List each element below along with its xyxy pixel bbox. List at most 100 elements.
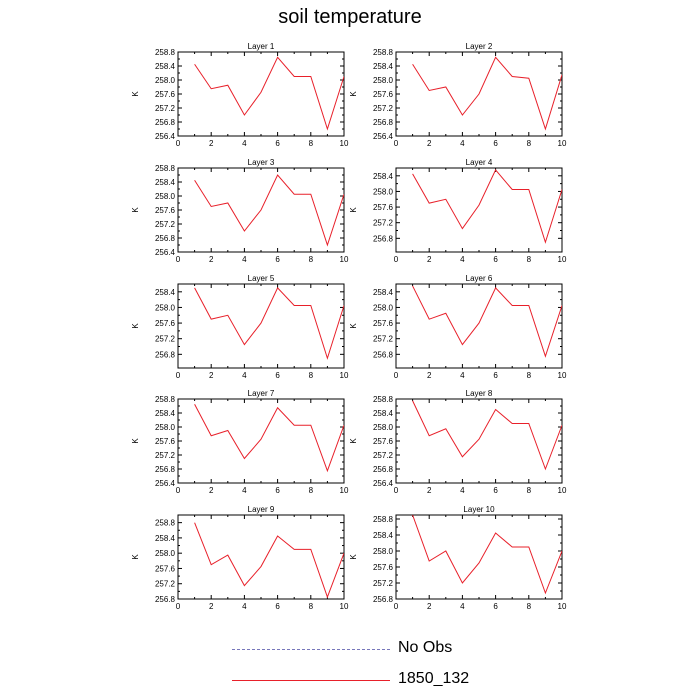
y-tick-label: 256.4	[155, 479, 176, 488]
y-axis-label: K	[131, 207, 140, 213]
panel-frame	[177, 283, 345, 369]
y-tick-label: 258.4	[373, 288, 394, 297]
series-line-1850-132	[412, 515, 562, 595]
y-tick-label: 258.8	[373, 395, 394, 404]
x-tick-label: 8	[309, 602, 314, 611]
y-tick-label: 258.0	[155, 303, 176, 312]
panel-8: Layer 8 0 2 4 6 8 10 256.4 256.8 257.2 257.6 258.0 2…	[349, 389, 567, 495]
x-tick-label: 0	[394, 255, 399, 264]
x-tick-label: 2	[427, 139, 432, 148]
x-tick-label: 10	[558, 602, 567, 611]
y-tick-label: 258.4	[155, 534, 176, 543]
x-tick-label: 6	[275, 602, 280, 611]
y-tick-label: 257.2	[373, 579, 394, 588]
x-tick-label: 10	[340, 602, 349, 611]
panel-title: Layer 9	[248, 505, 275, 514]
panel-3: Layer 3 0 2 4 6 8 10 256.4 256.8 257.2 257.6 258.0 2…	[131, 158, 349, 264]
y-tick-label: 258.0	[373, 187, 394, 196]
x-tick-label: 0	[394, 602, 399, 611]
x-tick-label: 0	[176, 371, 181, 380]
x-tick-label: 6	[493, 371, 498, 380]
x-tick-label: 4	[242, 371, 247, 380]
y-tick-label: 258.8	[373, 48, 394, 57]
y-tick-label: 257.6	[155, 564, 176, 573]
panel-title: Layer 7	[248, 389, 275, 398]
series-line-1850-132	[194, 522, 344, 599]
x-tick-label: 10	[340, 139, 349, 148]
x-tick-label: 4	[242, 602, 247, 611]
y-axis-label: K	[349, 438, 358, 444]
panel-frame	[395, 167, 563, 253]
x-tick-label: 4	[242, 139, 247, 148]
panel-7: Layer 7 0 2 4 6 8 10 256.4 256.8 257.2 257.6 258.0 2…	[131, 389, 349, 495]
y-tick-label: 258.0	[155, 423, 176, 432]
y-tick-label: 258.0	[155, 192, 176, 201]
y-tick-label: 256.8	[373, 465, 394, 474]
x-tick-label: 4	[460, 486, 465, 495]
x-tick-label: 4	[460, 371, 465, 380]
x-tick-label: 2	[427, 371, 432, 380]
x-tick-label: 8	[309, 371, 314, 380]
panel-frame	[395, 398, 563, 484]
x-tick-label: 2	[427, 602, 432, 611]
x-tick-label: 8	[527, 602, 532, 611]
y-tick-label: 258.0	[155, 76, 176, 85]
x-tick-label: 0	[394, 486, 399, 495]
x-tick-label: 8	[527, 371, 532, 380]
x-tick-label: 10	[558, 255, 567, 264]
panel-title: Layer 6	[466, 274, 493, 283]
x-tick-label: 0	[176, 486, 181, 495]
y-tick-label: 258.8	[155, 519, 176, 528]
x-tick-label: 6	[493, 486, 498, 495]
panel-frame	[395, 283, 563, 369]
panel-5: Layer 5 0 2 4 6 8 10 256.8 257.2 257.6 258.0 258.4 K	[131, 274, 349, 380]
panel-title: Layer 8	[466, 389, 493, 398]
y-tick-label: 258.0	[373, 423, 394, 432]
x-tick-label: 6	[275, 255, 280, 264]
series-line-1850-132	[412, 56, 562, 131]
series-line-1850-132	[194, 174, 344, 247]
series-line-1850-132	[194, 404, 344, 473]
y-tick-label: 257.6	[373, 90, 394, 99]
x-tick-label: 10	[340, 255, 349, 264]
y-tick-label: 258.4	[373, 409, 394, 418]
y-tick-label: 257.6	[155, 319, 176, 328]
y-tick-label: 258.8	[155, 395, 176, 404]
panel-2: Layer 2 0 2 4 6 8 10 256.4 256.8 257.2 257.6 258.0 2…	[349, 42, 567, 148]
x-tick-label: 2	[427, 486, 432, 495]
x-tick-label: 6	[493, 602, 498, 611]
x-tick-label: 4	[460, 255, 465, 264]
series-line-1850-132	[412, 400, 562, 471]
x-tick-label: 0	[394, 139, 399, 148]
x-tick-label: 8	[309, 139, 314, 148]
y-tick-label: 257.2	[155, 220, 176, 229]
x-tick-label: 8	[309, 486, 314, 495]
chart-title: soil temperature	[278, 6, 422, 28]
y-tick-label: 258.0	[373, 547, 394, 556]
y-axis-label: K	[131, 323, 140, 329]
x-tick-label: 8	[527, 255, 532, 264]
x-tick-label: 4	[460, 139, 465, 148]
x-tick-label: 8	[309, 255, 314, 264]
y-tick-label: 257.6	[155, 206, 176, 215]
x-tick-label: 6	[275, 371, 280, 380]
x-tick-label: 4	[242, 486, 247, 495]
y-axis-label: K	[349, 91, 358, 97]
panel-frame	[177, 514, 345, 600]
y-tick-label: 258.4	[155, 62, 176, 71]
y-tick-label: 257.6	[155, 90, 176, 99]
series-line-1850-132	[194, 56, 344, 131]
panel-frame	[177, 51, 345, 137]
x-tick-label: 10	[558, 486, 567, 495]
y-tick-label: 257.2	[373, 219, 394, 228]
panel-frame	[395, 514, 563, 600]
x-tick-label: 2	[209, 486, 214, 495]
panel-10: Layer 10 0 2 4 6 8 10 256.8 257.2 257.6 258.0 258.4…	[349, 505, 567, 611]
y-tick-label: 257.6	[373, 437, 394, 446]
x-tick-label: 0	[176, 139, 181, 148]
series-line-1850-132	[194, 287, 344, 360]
y-tick-label: 258.4	[155, 178, 176, 187]
y-tick-label: 256.8	[155, 465, 176, 474]
y-tick-label: 257.6	[373, 203, 394, 212]
panel-1: Layer 1 0 2 4 6 8 10 256.4 256.8 257.2 257.6 258.0 2…	[131, 42, 349, 148]
